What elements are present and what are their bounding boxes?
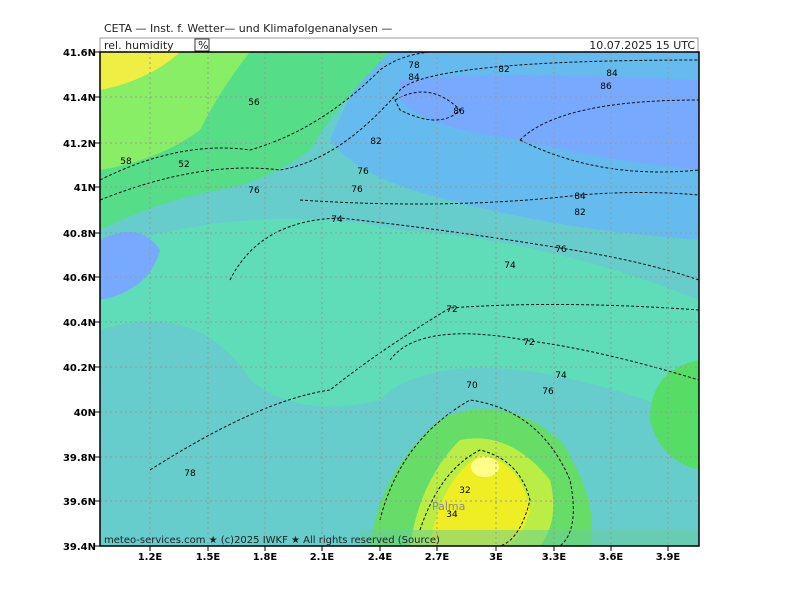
contour-label: 72	[446, 305, 457, 315]
x-tick-label: 1.8E	[253, 552, 278, 563]
contour-label: 58	[120, 157, 132, 167]
title: CETA — Inst. f. Wetter— und Klimafolgena…	[104, 22, 392, 35]
y-tick-label: 39.8N	[63, 453, 96, 464]
contour-label: 34	[446, 510, 458, 520]
contour-label: 84	[574, 192, 586, 202]
y-tick-label: 41N	[74, 183, 96, 194]
contour-label: 82	[574, 208, 585, 218]
x-tick-label: 3E	[489, 552, 503, 563]
contour-label: 76	[248, 186, 260, 196]
y-tick-label: 41.2N	[63, 139, 96, 150]
y-tick-label: 40N	[74, 408, 96, 419]
contour-label: 32	[459, 486, 470, 496]
place-label: Palma	[432, 500, 465, 513]
y-tick-label: 40.2N	[63, 363, 96, 374]
map-frame	[99, 51, 700, 547]
contour-label: 86	[453, 107, 465, 117]
contour-label: 78	[408, 61, 420, 71]
y-tick-label: 40.4N	[63, 318, 96, 329]
y-tick-label: 39.4N	[63, 542, 96, 553]
x-tick-label: 2.1E	[310, 552, 335, 563]
y-tick-label: 40.8N	[63, 229, 96, 240]
humidity-field	[100, 52, 699, 546]
contour-label: 82	[370, 137, 381, 147]
x-tick-label: 2.7E	[425, 552, 450, 563]
contour-label: 82	[498, 65, 509, 75]
isolines	[100, 52, 699, 546]
x-tick-label: 1.2E	[138, 552, 163, 563]
unit: %	[198, 39, 208, 52]
contour-label: 72	[523, 338, 534, 348]
field-name: rel. humidity	[104, 39, 174, 52]
footer: meteo-services.com ★ (c)2025 IWKF ★ All …	[104, 535, 440, 546]
x-tick-label: 3.6E	[599, 552, 624, 563]
contour-label: 76	[542, 387, 554, 397]
contour-label: 74	[331, 215, 343, 225]
contour-label: 86	[600, 82, 612, 92]
contour-label: 56	[248, 98, 260, 108]
contour-label: 84	[408, 73, 420, 83]
contour-label: 52	[178, 160, 189, 170]
x-tick-label: 3.3E	[542, 552, 567, 563]
y-tick-label: 41.4N	[63, 93, 96, 104]
y-tick-label: 39.6N	[63, 497, 96, 508]
grid	[100, 52, 699, 546]
unit-box	[194, 38, 210, 52]
x-tick-label: 1.5E	[196, 552, 221, 563]
contour-label: 70	[466, 381, 478, 391]
y-tick-label: 41.6N	[63, 48, 96, 59]
contour-label: 76	[351, 185, 363, 195]
contour-label: 76	[555, 245, 567, 255]
contour-label: 76	[357, 167, 369, 177]
contour-label: 74	[555, 371, 567, 381]
contour-label: 84	[606, 69, 618, 79]
y-tick-label: 40.6N	[63, 273, 96, 284]
contour-label: 78	[184, 469, 196, 479]
datetime: 10.07.2025 15 UTC	[589, 39, 695, 52]
contour-label: 74	[504, 261, 516, 271]
x-tick-label: 3.9E	[656, 552, 681, 563]
x-tick-label: 2.4E	[368, 552, 393, 563]
